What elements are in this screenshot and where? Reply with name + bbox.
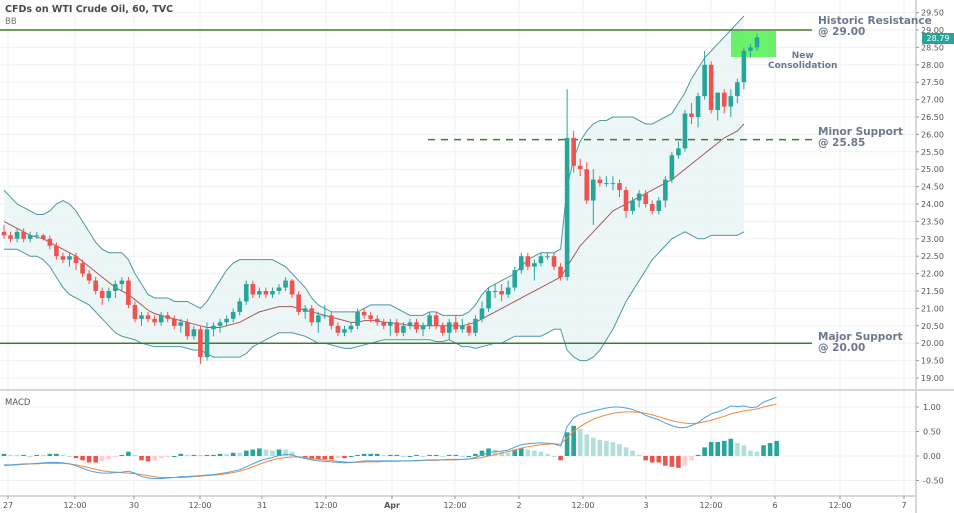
svg-text:27.00: 27.00 [921, 96, 944, 105]
major-support-label: Major Support [818, 331, 903, 343]
svg-text:31: 31 [257, 501, 267, 510]
bb-indicator-label[interactable]: BB [5, 17, 17, 27]
svg-text:22.00: 22.00 [921, 270, 944, 279]
svg-text:12:00: 12:00 [314, 501, 337, 510]
consolidation-label-1: New [791, 51, 814, 61]
svg-text:23.50: 23.50 [921, 217, 944, 226]
svg-text:24.50: 24.50 [921, 183, 944, 192]
macd-pane [0, 389, 954, 480]
consolidation-annotation: New Consolidation [768, 51, 837, 71]
svg-text:2: 2 [516, 501, 521, 510]
svg-text:20.00: 20.00 [921, 339, 944, 348]
minor-support-label: Minor Support [818, 126, 904, 138]
grid-lines [0, 0, 916, 496]
svg-text:26.00: 26.00 [921, 130, 944, 139]
major-support-annotation: Major Support @ 20.00 [818, 332, 903, 354]
svg-text:21.00: 21.00 [921, 304, 944, 313]
svg-text:29.00: 29.00 [921, 26, 944, 35]
svg-text:12:00: 12:00 [63, 501, 86, 510]
svg-text:19.00: 19.00 [921, 374, 944, 383]
major-support-value: @ 20.00 [818, 342, 866, 354]
svg-text:27: 27 [3, 501, 13, 510]
svg-text:12:00: 12:00 [443, 501, 466, 510]
minor-support-value: @ 25.85 [818, 137, 866, 149]
minor-support-annotation: Minor Support @ 25.85 [818, 127, 903, 149]
svg-text:1.00: 1.00 [923, 403, 941, 412]
svg-text:7: 7 [901, 501, 906, 510]
svg-text:19.50: 19.50 [921, 357, 944, 366]
resistance-label: Historic Resistance [818, 15, 932, 27]
macd-indicator-label[interactable]: MACD [5, 398, 31, 408]
svg-text:20.50: 20.50 [921, 322, 944, 331]
svg-text:0.00: 0.00 [923, 452, 941, 461]
svg-text:Apr: Apr [384, 501, 400, 510]
svg-text:0.50: 0.50 [923, 428, 941, 437]
horizontal-levels[interactable] [0, 29, 812, 344]
svg-text:24.00: 24.00 [921, 200, 944, 209]
svg-text:28.50: 28.50 [921, 43, 944, 52]
svg-text:30: 30 [129, 501, 139, 510]
svg-text:25.00: 25.00 [921, 165, 944, 174]
candlesticks [1, 33, 760, 365]
bollinger-bands [3, 15, 745, 362]
svg-text:12:00: 12:00 [699, 501, 722, 510]
resistance-value: @ 29.00 [818, 26, 866, 38]
consolidation-box[interactable] [731, 31, 776, 57]
svg-text:21.50: 21.50 [921, 287, 944, 296]
chart-title: CFDs on WTI Crude Oil, 60, TVC [5, 4, 174, 15]
svg-text:3: 3 [643, 501, 648, 510]
current-price-tag: 28.79 [922, 33, 954, 44]
svg-text:28.00: 28.00 [921, 61, 944, 70]
svg-text:27.50: 27.50 [921, 78, 944, 87]
svg-text:12:00: 12:00 [828, 501, 851, 510]
svg-text:6: 6 [772, 501, 777, 510]
svg-text:26.50: 26.50 [921, 113, 944, 122]
svg-text:25.50: 25.50 [921, 148, 944, 157]
svg-text:23.00: 23.00 [921, 235, 944, 244]
svg-text:12:00: 12:00 [571, 501, 594, 510]
svg-text:-0.50: -0.50 [923, 477, 944, 486]
resistance-annotation: Historic Resistance @ 29.00 [818, 16, 932, 38]
svg-text:29.50: 29.50 [921, 9, 944, 18]
svg-text:22.50: 22.50 [921, 252, 944, 261]
svg-text:12:00: 12:00 [188, 501, 211, 510]
consolidation-label-2: Consolidation [768, 61, 838, 71]
